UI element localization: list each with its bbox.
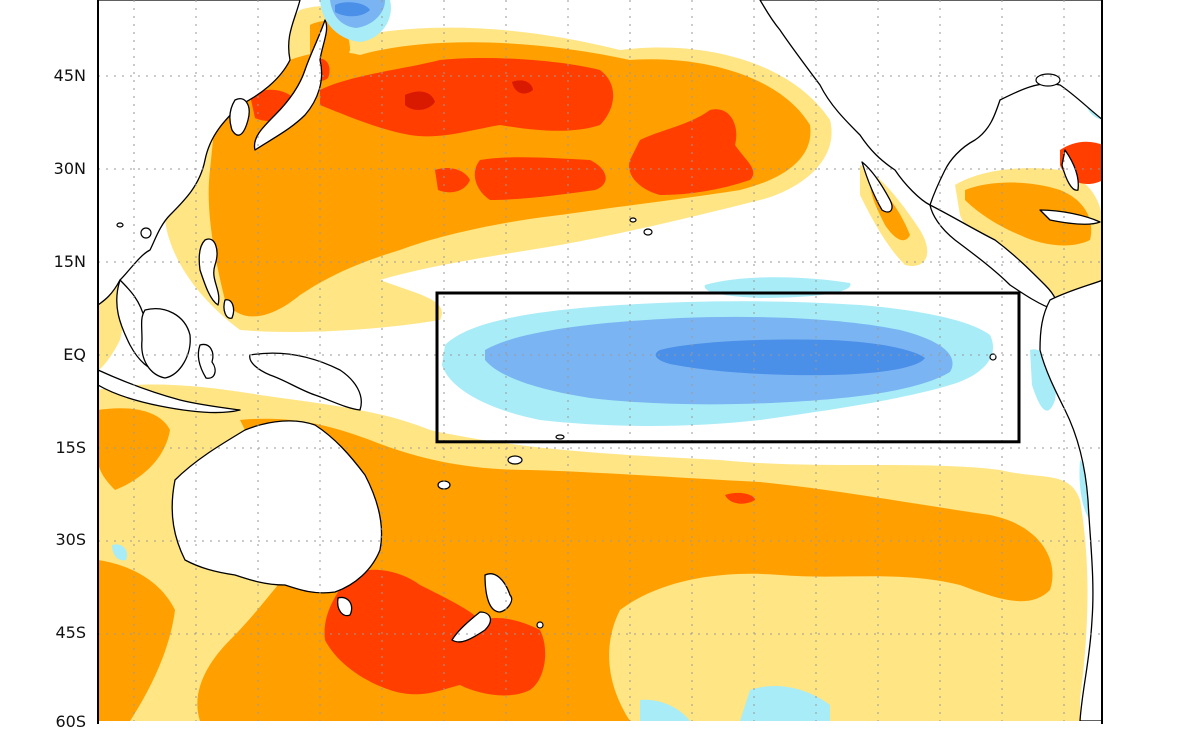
cool-anomaly-strong bbox=[335, 2, 925, 376]
warm-anomaly-strong bbox=[250, 58, 1103, 696]
lat-label-30n: 30N bbox=[53, 159, 86, 178]
lat-label-30s: 30S bbox=[55, 530, 86, 549]
lat-label-45s: 45S bbox=[55, 623, 86, 642]
graticule bbox=[98, 0, 1103, 721]
warm-anomaly-extreme bbox=[405, 80, 533, 110]
lat-label-45n: 45N bbox=[53, 66, 86, 85]
lat-label-15n: 15N bbox=[53, 252, 86, 271]
nino-region-box bbox=[435, 291, 1021, 444]
lat-label-60s: 60S bbox=[55, 712, 86, 731]
lat-label-eq: EQ bbox=[63, 345, 86, 364]
pacific-islands bbox=[116, 73, 1061, 629]
lat-label-15s: 15S bbox=[55, 438, 86, 457]
